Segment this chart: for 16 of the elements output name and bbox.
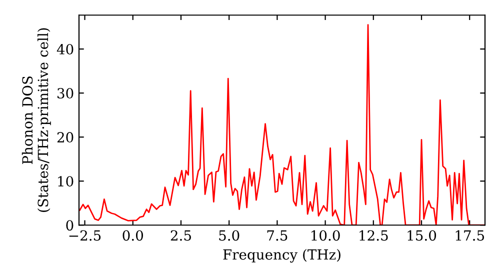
x-tick-label: 17.5 [456, 230, 484, 241]
x-tick-label: 15.0 [408, 230, 436, 241]
x-tick-label: 5.0 [219, 230, 240, 241]
x-tick-label: 0.0 [122, 230, 143, 241]
y-tick-label: 10 [58, 176, 74, 187]
y-axis-title: Phonon DOS (States/THz·primitive cell) [22, 28, 51, 212]
y-tick-label: 20 [57, 132, 74, 143]
y-tick-label: 0 [66, 220, 74, 231]
x-tick-label: 10.0 [312, 230, 340, 241]
x-axis-title: Frequency (THz) [223, 248, 340, 263]
y-tick-label: 30 [58, 88, 74, 99]
x-tick-label: −2.5 [69, 230, 101, 241]
x-tick-label: 2.5 [170, 230, 191, 241]
x-tick-label: 7.5 [267, 230, 288, 241]
x-tick-label: 12.5 [360, 230, 388, 241]
y-tick-label: 40 [56, 44, 74, 54]
